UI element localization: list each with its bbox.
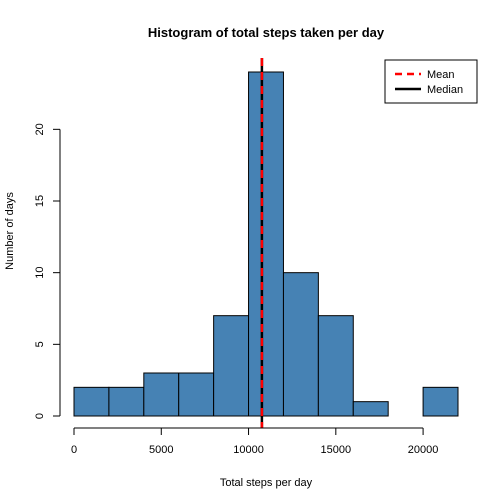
legend-box bbox=[384, 59, 478, 104]
y-tick-label: 10 bbox=[34, 267, 46, 279]
legend: Mean Median bbox=[384, 59, 478, 104]
y-tick-label: 15 bbox=[34, 195, 46, 207]
x-tick-label: 15000 bbox=[321, 444, 352, 456]
histogram-bar-2 bbox=[108, 386, 145, 417]
legend-label-median: Median bbox=[427, 84, 463, 96]
x-tick-label: 20000 bbox=[408, 444, 439, 456]
bars-group bbox=[73, 71, 459, 417]
legend-label-mean: Mean bbox=[427, 69, 455, 81]
histogram-bar-1 bbox=[73, 386, 110, 417]
axes-group: 0 5000 10000 15000 20000 0 5 10 15 20 bbox=[34, 123, 438, 456]
x-axis-label: Total steps per day bbox=[220, 477, 313, 489]
y-tick-label: 20 bbox=[34, 123, 46, 135]
y-tick-label: 0 bbox=[34, 413, 46, 419]
histogram-bar-3 bbox=[143, 372, 180, 417]
histogram-bar-6 bbox=[248, 71, 284, 417]
histogram-bar-9 bbox=[352, 401, 389, 417]
x-tick-label: 0 bbox=[71, 444, 77, 456]
histogram-bar-11 bbox=[422, 386, 459, 417]
histogram-bar-5 bbox=[213, 315, 250, 417]
histogram-bar-4 bbox=[178, 372, 215, 417]
y-axis-label: Number of days bbox=[4, 192, 16, 270]
histogram-bar-8 bbox=[317, 315, 354, 417]
chart-title: Histogram of total steps taken per day bbox=[148, 25, 385, 40]
y-tick-label: 5 bbox=[34, 341, 46, 347]
x-tick-label: 5000 bbox=[149, 444, 173, 456]
histogram-bar-7 bbox=[282, 272, 319, 417]
x-tick-label: 10000 bbox=[233, 444, 264, 456]
